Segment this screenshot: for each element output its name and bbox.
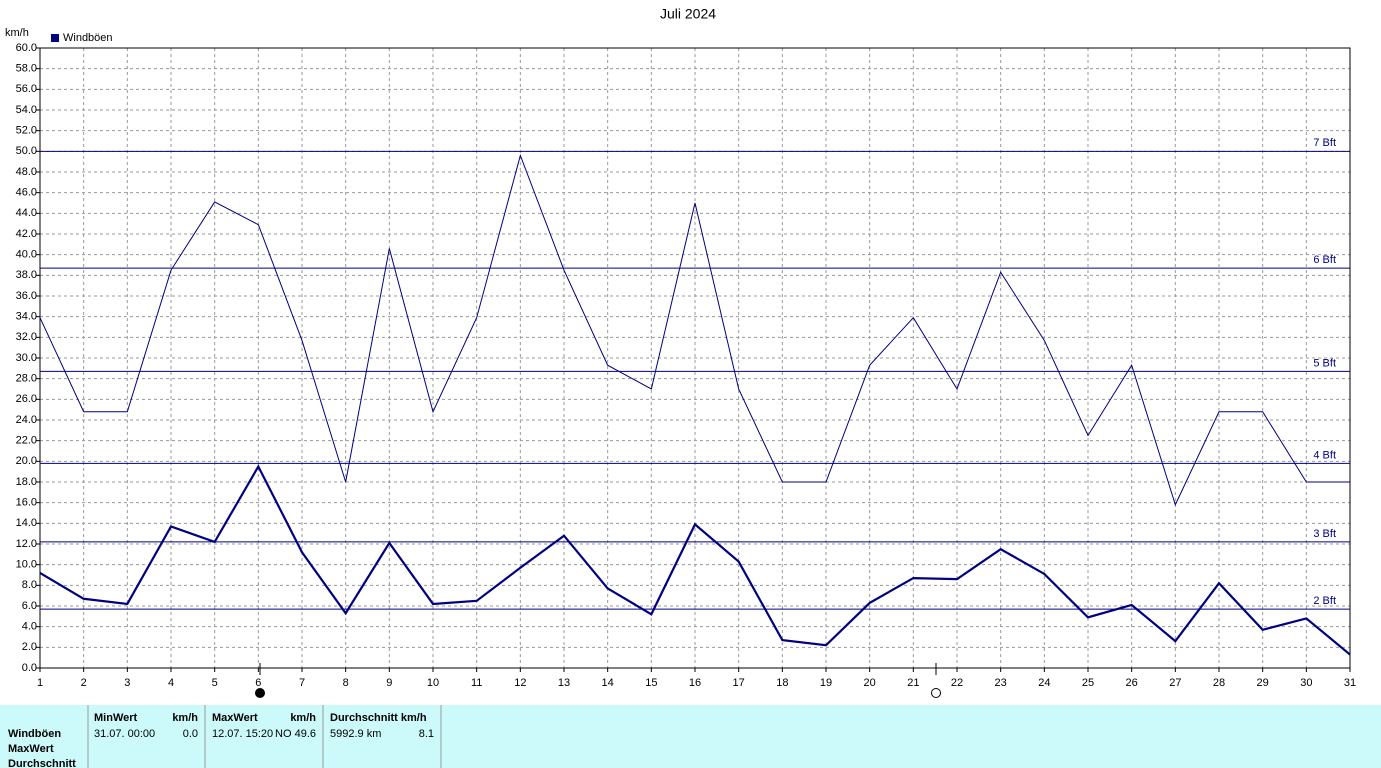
x-tick-label: 22 [951,677,963,689]
x-tick-label: 5 [212,677,218,689]
plot-frame [39,47,1351,669]
row-label: Windböen [8,728,61,740]
y-tick-label: 20.0 [16,455,37,467]
x-tick-label: 26 [1126,677,1138,689]
series-line [39,153,1350,507]
y-tick-label: 26.0 [16,393,37,405]
x-tick-label: 2 [81,677,87,689]
new-moon [931,688,941,698]
y-tick-label: 8.0 [22,579,37,591]
x-tick-label: 19 [820,677,832,689]
y-tick-label: 42.0 [16,228,37,240]
y-tick-label: 28.0 [16,373,37,385]
x-tick-label: 13 [558,677,570,689]
y-unit: km/h [5,27,29,39]
legend-swatch [51,34,59,42]
y-tick-label: 38.0 [16,269,37,281]
x-tick-label: 28 [1213,677,1225,689]
x-tick-label: 8 [343,677,349,689]
y-tick-label: 18.0 [16,476,37,488]
y-tick-label: 56.0 [16,83,37,95]
stat-value: 0.0 [183,728,198,740]
y-tick-label: 34.0 [16,311,37,323]
y-tick-label: 36.0 [16,290,37,302]
y-tick-label: 44.0 [16,207,37,219]
y-tick-label: 32.0 [16,331,37,343]
x-tick-label: 10 [427,677,439,689]
x-tick-label: 17 [733,677,745,689]
y-tick-label: 14.0 [16,517,37,529]
beaufort-label: 5 Bft [1313,357,1336,369]
column-unit: km/h [290,712,316,724]
x-tick-label: 15 [645,677,657,689]
y-tick-label: 12.0 [16,538,37,550]
column-unit: km/h [172,712,198,724]
column-header: Durchschnitt km/h [330,712,427,724]
stat-when: 12.07. 15:20 [212,728,273,740]
y-tick-label: 0.0 [22,662,37,674]
row-label: Durchschnitt [8,758,76,768]
y-tick-label: 4.0 [22,621,37,633]
y-tick-label: 58.0 [16,63,37,75]
stat-value: NO 49.6 [275,728,316,740]
y-tick-label: 50.0 [16,145,37,157]
y-tick-label: 2.0 [22,641,37,653]
x-tick-label: 12 [514,677,526,689]
x-tick-label: 27 [1169,677,1181,689]
y-tick-label: 48.0 [16,166,37,178]
y-tick-label: 52.0 [16,125,37,137]
legend-label: Windböen [63,32,113,44]
y-tick-label: 22.0 [16,435,37,447]
x-tick-label: 7 [299,677,305,689]
x-tick-label: 21 [907,677,919,689]
y-tick-label: 6.0 [22,600,37,612]
x-tick-label: 31 [1344,677,1356,689]
x-tick-label: 9 [386,677,392,689]
beaufort-label: 2 Bft [1313,595,1336,607]
chart-title: Juli 2024 [660,6,716,22]
x-tick-label: 20 [864,677,876,689]
x-tick-label: 30 [1300,677,1312,689]
y-tick-label: 46.0 [16,187,37,199]
full-moon [255,688,265,698]
y-tick-label: 54.0 [16,104,37,116]
stat-when: 5992.9 km [330,728,381,740]
y-tick-label: 10.0 [16,559,37,571]
column-header: MinWert [94,712,138,724]
beaufort-label: 4 Bft [1313,449,1336,461]
stat-when: 31.07. 00:00 [94,728,155,740]
x-tick-label: 3 [124,677,130,689]
beaufort-label: 6 Bft [1313,254,1336,266]
y-tick-label: 24.0 [16,414,37,426]
x-tick-label: 11 [471,677,482,689]
x-tick-label: 6 [255,677,261,689]
x-tick-label: 4 [168,677,174,689]
x-tick-label: 25 [1082,677,1094,689]
y-tick-label: 30.0 [16,352,37,364]
x-tick-label: 14 [602,677,614,689]
x-tick-label: 16 [689,677,701,689]
y-tick-label: 16.0 [16,497,37,509]
x-tick-label: 24 [1038,677,1050,689]
beaufort-label: 7 Bft [1313,137,1336,149]
stat-value: 8.1 [419,728,434,740]
x-tick-label: 23 [995,677,1007,689]
column-header: MaxWert [212,712,258,724]
series-line [39,464,1351,656]
y-tick-label: 40.0 [16,249,37,261]
y-tick-label: 60.0 [16,42,37,54]
row-label: MaxWert [8,743,54,755]
x-tick-label: 29 [1257,677,1269,689]
x-tick-label: 1 [37,677,43,689]
beaufort-label: 3 Bft [1313,528,1336,540]
x-tick-label: 18 [776,677,788,689]
stats-panel [0,705,1381,768]
